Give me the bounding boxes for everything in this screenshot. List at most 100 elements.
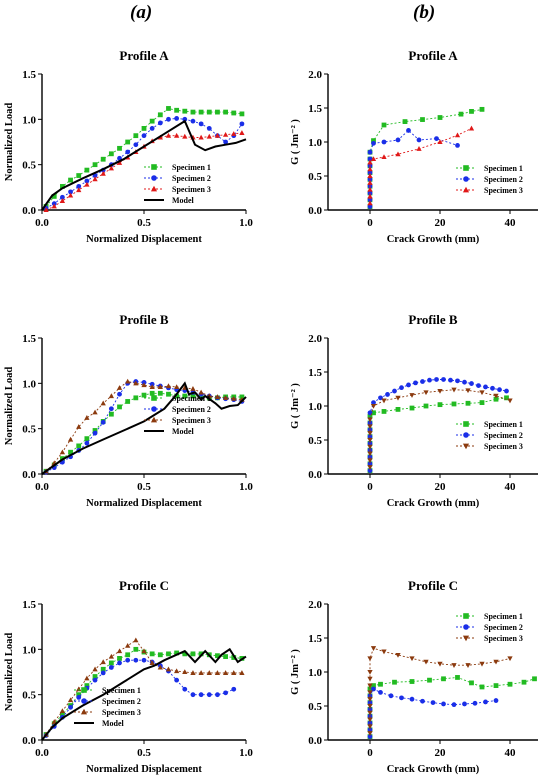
data-point (68, 704, 73, 710)
data-point (223, 109, 228, 115)
legend-label: Specimen 2 (484, 431, 523, 440)
panel-a-heading: (a) (130, 2, 153, 23)
data-point (427, 677, 432, 683)
data-point (108, 660, 114, 666)
data-point (43, 207, 49, 213)
data-point (157, 384, 163, 389)
data-point (149, 118, 155, 124)
legend-label: Specimen 3 (172, 416, 211, 425)
data-point (100, 400, 106, 406)
data-point (51, 194, 57, 199)
data-point (409, 656, 415, 662)
data-point (367, 444, 373, 450)
data-point (367, 697, 373, 702)
data-point (206, 133, 212, 139)
x-tick-label: 0 (367, 747, 373, 759)
legend-marker (151, 175, 157, 181)
data-point (367, 190, 373, 196)
data-point (60, 184, 65, 189)
data-point (497, 387, 502, 393)
data-point (133, 637, 139, 643)
x-axis-label: Crack Growth (mm) (387, 764, 480, 775)
data-point (68, 189, 73, 195)
data-point (67, 436, 74, 442)
series-4 (41, 381, 247, 475)
data-point (476, 383, 481, 388)
data-point (198, 389, 204, 395)
data-point (367, 180, 373, 185)
data-point (367, 156, 373, 162)
data-point (141, 648, 147, 654)
data-point (427, 377, 432, 383)
x-tick-label: 0.0 (35, 481, 49, 493)
legend-marker (462, 635, 470, 642)
data-point (100, 666, 106, 672)
data-point (92, 162, 98, 168)
data-point (441, 676, 446, 682)
x-tick-label: 0.0 (35, 747, 49, 759)
data-point (423, 390, 429, 396)
data-point (451, 387, 457, 393)
y-tick-label: 0.0 (308, 735, 322, 747)
data-point (239, 670, 245, 675)
data-point (157, 664, 163, 670)
data-point (371, 686, 376, 692)
data-point (51, 719, 57, 724)
data-point (367, 454, 373, 460)
data-point (223, 654, 228, 659)
data-point (462, 701, 467, 707)
y-tick-label: 0.5 (22, 690, 36, 702)
y-axis-label: G ( Jm⁻² ) (290, 383, 301, 429)
data-point (133, 646, 139, 652)
series-line (369, 647, 511, 734)
x-tick-label: 0 (367, 217, 373, 229)
data-point (190, 118, 196, 124)
series-3 (367, 125, 475, 206)
y-tick-label: 0.0 (22, 735, 36, 747)
data-point (149, 125, 155, 131)
data-point (100, 156, 106, 162)
data-point (469, 109, 474, 114)
data-point (190, 670, 196, 675)
data-point (84, 415, 90, 420)
data-point (493, 683, 499, 688)
data-point (76, 686, 82, 692)
data-point (214, 670, 221, 675)
data-point (441, 377, 446, 382)
data-point (451, 663, 457, 668)
data-point (239, 130, 245, 135)
chart-6: Profile C 0.0 0.5 1.0 1.5 2.0 0 20 40 Crack Growt… (290, 578, 538, 775)
data-point (367, 656, 373, 662)
data-point (370, 403, 377, 409)
data-point (174, 650, 180, 656)
legend-marker (151, 406, 157, 412)
data-point (116, 385, 123, 390)
y-axis-label: Normalized Load (4, 103, 15, 182)
data-point (84, 440, 90, 446)
data-point (108, 411, 114, 417)
data-point (388, 693, 394, 699)
data-point (222, 395, 229, 400)
data-point (395, 395, 401, 401)
legend-marker (463, 421, 469, 427)
data-point (465, 663, 471, 668)
data-point (437, 661, 443, 667)
data-point (455, 143, 460, 148)
data-point (76, 424, 82, 429)
data-point (198, 670, 204, 675)
data-point (165, 666, 172, 672)
legend-label: Specimen 2 (172, 174, 211, 183)
data-point (76, 173, 82, 178)
data-point (198, 651, 204, 657)
data-point (157, 652, 163, 658)
data-point (370, 646, 377, 651)
y-tick-label: 1.5 (308, 367, 322, 379)
data-point (231, 131, 237, 136)
data-point (532, 676, 537, 682)
model-line (41, 119, 247, 211)
data-point (367, 717, 373, 723)
y-tick-label: 0.5 (22, 424, 36, 436)
data-point (92, 430, 98, 436)
series-4 (41, 647, 247, 741)
data-point (483, 699, 488, 705)
